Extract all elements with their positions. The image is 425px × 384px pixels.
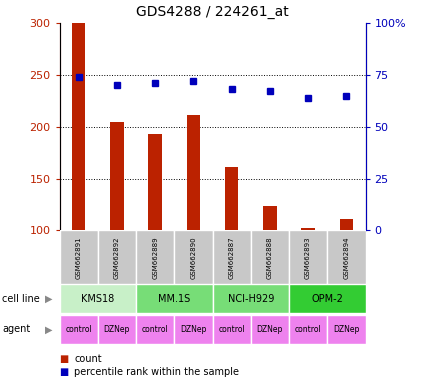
Text: control: control — [65, 325, 92, 334]
Text: ■: ■ — [60, 354, 69, 364]
Text: ▶: ▶ — [45, 293, 52, 304]
Text: control: control — [142, 325, 168, 334]
Text: KMS18: KMS18 — [81, 293, 114, 304]
Bar — [136, 284, 212, 313]
Text: DZNep: DZNep — [104, 325, 130, 334]
Bar — [174, 230, 212, 284]
Bar — [60, 284, 136, 313]
Bar — [110, 121, 124, 230]
Text: GSM662889: GSM662889 — [152, 236, 158, 279]
Bar — [98, 315, 136, 344]
Text: MM.1S: MM.1S — [158, 293, 190, 304]
Text: DZNep: DZNep — [257, 325, 283, 334]
Bar — [340, 219, 353, 230]
Text: GSM662888: GSM662888 — [267, 236, 273, 279]
Text: GSM662894: GSM662894 — [343, 236, 349, 278]
Text: GSM662892: GSM662892 — [114, 236, 120, 278]
Bar — [251, 230, 289, 284]
Text: control: control — [295, 325, 321, 334]
Text: GSM662887: GSM662887 — [229, 236, 235, 279]
Bar — [289, 315, 327, 344]
Bar — [212, 284, 289, 313]
Bar — [327, 315, 366, 344]
Text: agent: agent — [2, 324, 30, 334]
Text: control: control — [218, 325, 245, 334]
Bar — [98, 230, 136, 284]
Bar — [187, 115, 200, 230]
Text: NCI-H929: NCI-H929 — [227, 293, 274, 304]
Bar — [289, 230, 327, 284]
Bar — [60, 315, 98, 344]
Text: count: count — [74, 354, 102, 364]
Text: DZNep: DZNep — [333, 325, 360, 334]
Bar — [136, 230, 174, 284]
Bar — [251, 315, 289, 344]
Bar — [60, 230, 98, 284]
Text: GSM662893: GSM662893 — [305, 236, 311, 279]
Bar — [225, 167, 238, 230]
Bar — [212, 315, 251, 344]
Bar — [289, 284, 366, 313]
Bar — [212, 230, 251, 284]
Text: OPM-2: OPM-2 — [311, 293, 343, 304]
Bar — [174, 315, 212, 344]
Text: DZNep: DZNep — [180, 325, 207, 334]
Bar — [301, 228, 315, 230]
Text: percentile rank within the sample: percentile rank within the sample — [74, 367, 239, 377]
Text: GSM662890: GSM662890 — [190, 236, 196, 279]
Bar — [72, 23, 85, 230]
Bar — [263, 205, 277, 230]
Title: GDS4288 / 224261_at: GDS4288 / 224261_at — [136, 5, 289, 19]
Text: ■: ■ — [60, 367, 69, 377]
Bar — [136, 315, 174, 344]
Text: ▶: ▶ — [45, 324, 52, 334]
Text: cell line: cell line — [2, 293, 40, 304]
Text: GSM662891: GSM662891 — [76, 236, 82, 279]
Bar — [327, 230, 366, 284]
Bar — [148, 134, 162, 230]
